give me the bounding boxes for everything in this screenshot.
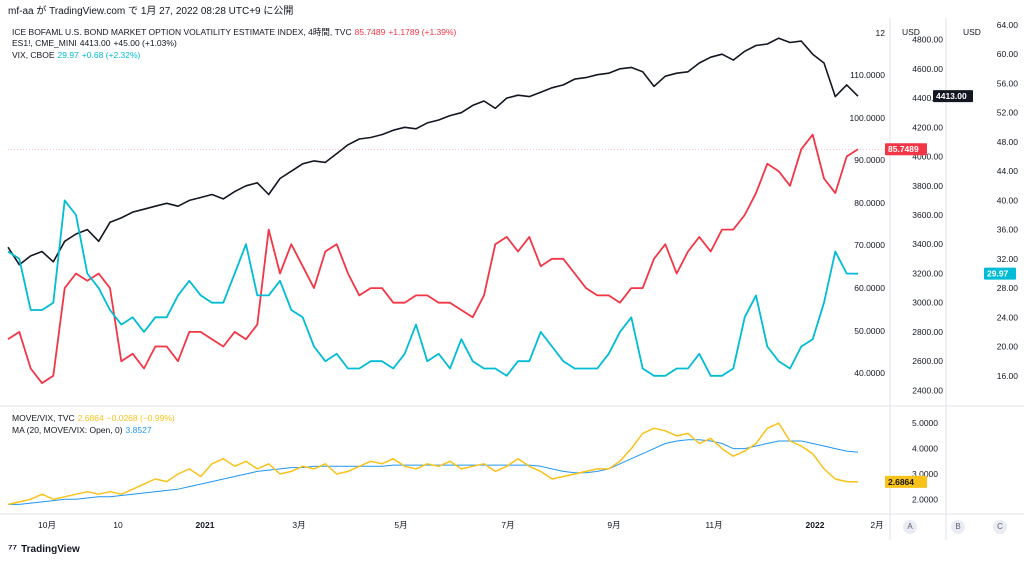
brand-text: TradingView [21, 544, 80, 555]
legend-change: +1.1789 (+1.39%) [388, 27, 457, 37]
x-tick-label: 10月 [38, 520, 56, 530]
axis-button-b[interactable]: B [951, 520, 965, 534]
es-axis-tick: 4600.00 [912, 64, 943, 74]
axis-button-a[interactable]: A [903, 520, 917, 534]
vix-axis-tick: 56.00 [997, 78, 1019, 88]
es-axis-tick: 3600.00 [912, 210, 943, 220]
x-tick-label: 2022 [806, 520, 825, 530]
legend-value: 2.6864 [77, 413, 104, 423]
legend-name: ES1!, CME_MINI [12, 38, 77, 48]
x-tick-label: 2021 [196, 520, 215, 530]
legend-row[interactable]: ES1!, CME_MINI 4413.00 +45.00 (+1.03%) [12, 38, 180, 48]
vix-axis-tick: 44.00 [997, 166, 1019, 176]
last-value-badge [885, 475, 927, 488]
legend-name: MA (20, MOVE/VIX: Open, 0) [12, 425, 123, 435]
last-value-label: 85.7489 [888, 144, 919, 154]
last-value-badge [984, 267, 1016, 280]
series-line [7, 37, 859, 266]
x-tick-label: 3月 [292, 520, 305, 530]
es-axis-tick: 2400.00 [912, 385, 943, 395]
es-axis-tick: 2800.00 [912, 327, 943, 337]
legend-value: 85.7489 [354, 27, 386, 37]
vix-axis-tick: 16.00 [997, 371, 1019, 381]
series-line [7, 422, 859, 506]
last-value-label: 2.6864 [888, 477, 914, 487]
vix-axis-tick: 64.00 [997, 20, 1019, 30]
legend-change: −0.0268 (−0.99%) [106, 413, 175, 423]
ratio-axis-tick: 4.0000 [912, 444, 938, 454]
es-axis-tick: 4400.00 [912, 93, 943, 103]
vix-axis-tick: 40.00 [997, 195, 1019, 205]
es-axis-tick: 4200.00 [912, 122, 943, 132]
axis-button-c[interactable]: C [993, 520, 1007, 534]
x-tick-label: 10 [113, 520, 123, 530]
move-axis-tick: 90.0000 [854, 155, 885, 165]
legend-change: +0.68 (+2.32%) [81, 50, 141, 60]
es-axis-tick: 3400.00 [912, 239, 943, 249]
legend-value: 4413.00 [79, 38, 111, 48]
brand: ⁷⁷ TradingView [8, 543, 80, 555]
x-tick-label: 7月 [501, 520, 514, 530]
es-axis-tick: 2600.00 [912, 356, 943, 366]
vix-axis-tick: 48.00 [997, 137, 1019, 147]
legend-row[interactable]: MOVE/VIX, TVC 2.6864 −0.0268 (−0.99%) [12, 413, 178, 423]
legend-row[interactable]: VIX, CBOE 29.97 +0.68 (+2.32%) [12, 50, 143, 60]
move-axis-tick: 70.0000 [854, 240, 885, 250]
series-line [7, 133, 859, 384]
move-axis-tick: 110.0000 [850, 70, 885, 80]
move-axis-tick: 80.0000 [854, 198, 885, 208]
es-axis-unit: USD [963, 27, 981, 37]
vix-axis-tick: 28.00 [997, 283, 1019, 293]
move-axis-tick: 40.0000 [854, 368, 885, 378]
x-tick-label: 5月 [394, 520, 407, 530]
last-value-label: 4413.00 [936, 91, 967, 101]
vix-axis-tick: 20.00 [997, 342, 1019, 352]
move-axis-tick: 100.0000 [850, 113, 886, 123]
vix-axis-tick: 60.00 [997, 49, 1019, 59]
x-tick-label: 11月 [705, 520, 722, 530]
move-axis-tick: 60.0000 [854, 283, 885, 293]
x-tick-label: 2月 [870, 520, 883, 530]
move-axis-tick: 50.0000 [854, 326, 885, 336]
legend-name: MOVE/VIX, TVC [12, 413, 75, 423]
vix-axis-tick: 24.00 [997, 312, 1019, 322]
tv-logo-icon: ⁷⁷ [8, 543, 18, 555]
last-value-badge [933, 90, 973, 103]
series-line [8, 439, 859, 505]
legend-value: 3.8527 [125, 425, 152, 435]
es-axis-tick: 3000.00 [912, 298, 943, 308]
es-axis-tick: 4000.00 [912, 152, 943, 162]
es-axis-tick: 3800.00 [912, 181, 943, 191]
legend-change: +45.00 (+1.03%) [113, 38, 177, 48]
legend-value: 29.97 [57, 50, 79, 60]
x-tick-label: 9月 [607, 520, 620, 530]
last-value-label: 29.97 [987, 269, 1009, 279]
legend-name: VIX, CBOE [12, 50, 55, 60]
move-axis-tick: 12 [876, 28, 886, 38]
publish-header: mf-aa が TradingView.com で 1月 27, 2022 08… [8, 6, 294, 17]
move-axis-unit: USD [902, 27, 920, 37]
vix-axis-tick: 32.00 [997, 254, 1019, 264]
es-axis-tick: 4800.00 [912, 35, 943, 45]
legend-name: ICE BOFAML U.S. BOND MARKET OPTION VOLAT… [12, 27, 352, 37]
vix-axis-tick: 52.00 [997, 108, 1019, 118]
last-value-badge [885, 143, 927, 156]
es-axis-tick: 3200.00 [912, 268, 943, 278]
series-line [7, 199, 859, 377]
ratio-axis-tick: 5.0000 [912, 418, 938, 428]
legend-row[interactable]: MA (20, MOVE/VIX: Open, 0) 3.8527 [12, 425, 158, 435]
vix-axis-tick: 36.00 [997, 225, 1019, 235]
legend-row[interactable]: ICE BOFAML U.S. BOND MARKET OPTION VOLAT… [12, 26, 459, 38]
ratio-axis-tick: 2.0000 [912, 494, 938, 504]
ratio-axis-tick: 3.0000 [912, 469, 938, 479]
